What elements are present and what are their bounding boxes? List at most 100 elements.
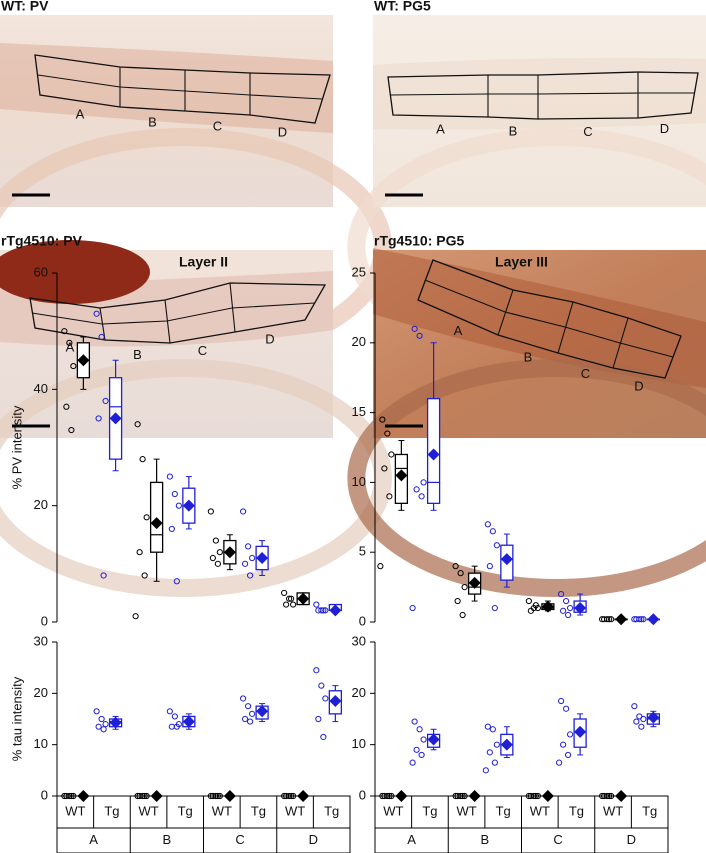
micrograph-image: [373, 15, 706, 207]
mean-marker: [256, 705, 269, 718]
mean-marker: [109, 412, 122, 425]
mean-marker: [77, 354, 90, 367]
mean-marker: [541, 600, 554, 613]
region-divider: [497, 289, 514, 336]
region-label: B: [148, 114, 157, 129]
mean-marker: [574, 602, 587, 615]
data-point: [247, 572, 254, 579]
x-subcategory-label: WT: [383, 803, 403, 818]
region-label: D: [634, 378, 643, 393]
mean-marker: [150, 517, 163, 530]
region-label: C: [581, 366, 590, 381]
layer-boundary: [424, 279, 674, 358]
mean-marker: [395, 469, 408, 482]
data-point: [242, 715, 249, 723]
data-point: [379, 416, 386, 423]
data-point: [93, 708, 100, 715]
data-point: [452, 563, 459, 570]
data-point: [416, 726, 423, 733]
cortex-band: [373, 248, 706, 388]
mean-marker: [427, 448, 440, 461]
data-point: [560, 607, 567, 614]
data-point: [166, 473, 173, 480]
y-tick-label: 10: [352, 736, 366, 751]
data-point: [631, 703, 638, 710]
mean-marker: [256, 552, 269, 565]
data-point: [320, 607, 327, 614]
data-point: [212, 537, 219, 544]
chart-title: Layer II: [179, 254, 228, 270]
data-point: [567, 604, 574, 612]
data-point: [416, 332, 423, 339]
x-subcategory-label: Tg: [104, 803, 119, 818]
y-tick-label: 0: [41, 787, 48, 802]
data-point: [168, 723, 175, 730]
data-point: [386, 493, 393, 500]
data-point: [377, 563, 384, 570]
data-point: [563, 705, 570, 712]
data-point: [454, 597, 461, 605]
x-subcategory-label: WT: [138, 803, 158, 818]
region-label: D: [278, 124, 287, 139]
data-point: [249, 710, 256, 717]
region-divider: [164, 299, 171, 344]
x-subcategory-label: Tg: [324, 803, 339, 818]
data-point: [322, 695, 329, 702]
data-point: [418, 751, 425, 759]
x-category-label: C: [235, 832, 244, 847]
y-tick-label: 30: [34, 633, 48, 648]
mean-marker: [574, 725, 587, 738]
data-point: [313, 601, 320, 608]
data-point: [207, 508, 214, 515]
region-divider: [99, 307, 106, 341]
data-point: [245, 543, 252, 550]
y-tick-label: 10: [352, 474, 366, 489]
region-label: C: [198, 343, 207, 358]
data-point: [484, 723, 491, 730]
data-point: [134, 421, 141, 428]
x-subcategory-label: WT: [530, 803, 550, 818]
data-point: [320, 733, 327, 741]
x-subcategory-label: Tg: [178, 803, 193, 818]
region-label: A: [454, 323, 463, 338]
data-point: [168, 525, 175, 533]
region-label: C: [583, 124, 592, 139]
region-outline: [29, 282, 327, 344]
chart-title: Layer III: [495, 254, 548, 270]
mean-marker: [500, 738, 513, 751]
x-subcategory-label: Tg: [496, 803, 511, 818]
data-point: [171, 490, 178, 498]
x-subcategory-label: WT: [212, 803, 232, 818]
mean-marker: [647, 613, 660, 626]
region-label: C: [213, 118, 222, 133]
data-point: [486, 749, 493, 756]
data-point: [143, 514, 150, 521]
data-point: [608, 616, 615, 623]
mean-marker: [182, 715, 195, 728]
data-point: [247, 718, 254, 725]
region-label: D: [265, 331, 274, 346]
mean-marker: [500, 553, 513, 566]
x-subcategory-label: Tg: [642, 803, 657, 818]
panel-title: rTg4510: PG5: [374, 233, 464, 249]
data-point: [286, 595, 293, 602]
data-point: [418, 493, 425, 500]
mean-marker: [647, 711, 660, 724]
y-tick-label: 25: [352, 264, 366, 279]
data-point: [486, 563, 493, 570]
data-point: [457, 570, 464, 577]
data-point: [100, 726, 107, 733]
data-point: [63, 403, 70, 410]
data-point: [290, 601, 297, 608]
data-point: [240, 695, 247, 702]
region-label: A: [436, 121, 445, 136]
data-point: [413, 486, 420, 493]
y-tick-label: 0: [359, 613, 366, 628]
data-point: [411, 718, 418, 725]
panel-title: WT: PG5: [374, 0, 431, 14]
y-tick-label: 20: [34, 497, 48, 512]
mean-marker: [427, 733, 440, 746]
data-point: [171, 713, 178, 720]
data-point: [322, 607, 329, 614]
data-point: [556, 759, 563, 766]
